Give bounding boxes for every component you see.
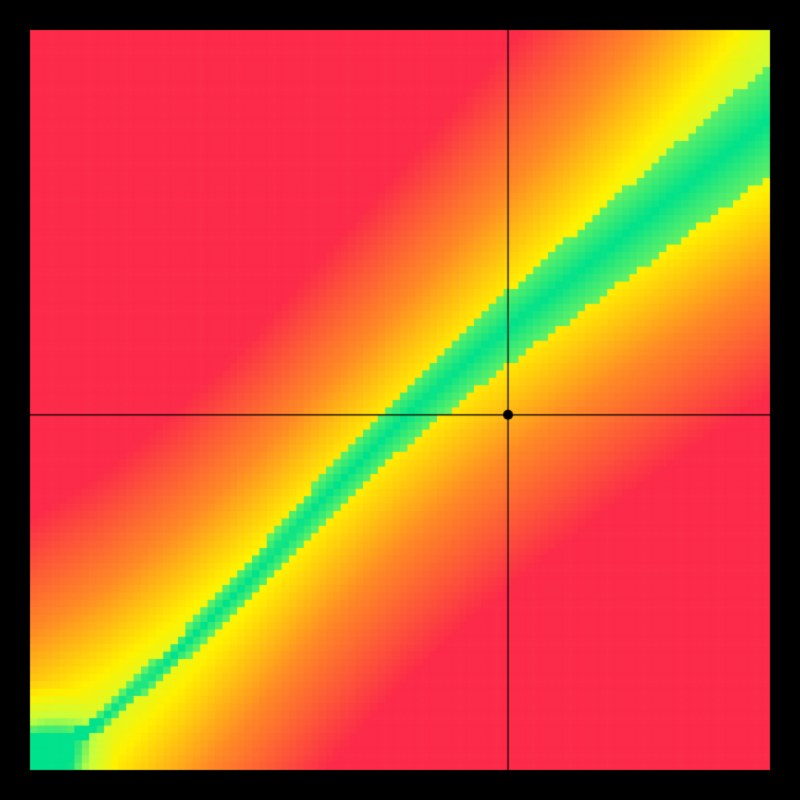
bottleneck-heatmap [0, 0, 800, 800]
figure-container: TheBottleneck.com [0, 0, 800, 800]
